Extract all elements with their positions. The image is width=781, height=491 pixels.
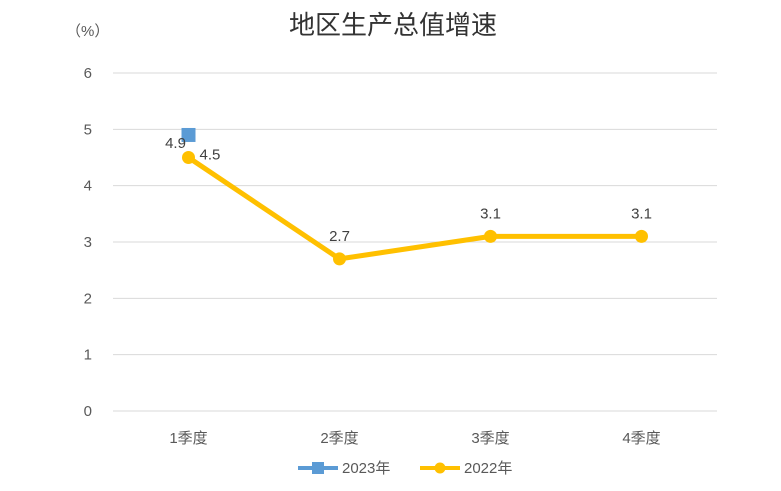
y-tick-label: 4	[84, 178, 92, 195]
chart-title: 地区生产总值增速	[289, 11, 497, 41]
data-label: 3.1	[480, 205, 501, 222]
data-label: 4.9	[165, 135, 186, 152]
data-point	[635, 229, 648, 243]
y-tick-labels: 0 1 2 3 4 5 6	[84, 65, 92, 420]
legend-label: 2023年	[342, 460, 390, 477]
data-point	[182, 151, 195, 164]
x-tick-label: 3季度	[471, 430, 509, 447]
data-point	[484, 229, 497, 243]
legend-marker	[312, 462, 324, 474]
y-tick-label: 0	[84, 403, 92, 420]
legend-label: 2022年	[464, 460, 512, 477]
y-tick-label: 5	[84, 121, 92, 138]
x-tick-label: 2季度	[320, 430, 358, 447]
x-tick-labels: 1季度 2季度 3季度 4季度	[169, 430, 660, 447]
data-label: 4.5	[200, 147, 221, 164]
x-tick-label: 1季度	[169, 430, 207, 447]
data-labels: 4.9 4.5 2.7 3.1 3.1	[165, 135, 652, 245]
y-axis-unit: （%）	[66, 23, 109, 40]
y-tick-label: 6	[84, 65, 92, 82]
series-plot	[181, 127, 648, 266]
data-label: 2.7	[329, 228, 350, 245]
data-point	[181, 127, 196, 142]
y-tick-label: 2	[84, 290, 92, 307]
x-tick-label: 4季度	[622, 430, 660, 447]
data-point	[333, 252, 346, 266]
y-tick-label: 1	[84, 347, 92, 364]
data-label: 3.1	[631, 205, 652, 222]
legend: 2023年 2022年	[298, 460, 512, 477]
y-tick-label: 3	[84, 234, 92, 251]
series-line	[187, 155, 642, 262]
legend-marker	[434, 462, 446, 474]
gridlines	[113, 72, 717, 412]
